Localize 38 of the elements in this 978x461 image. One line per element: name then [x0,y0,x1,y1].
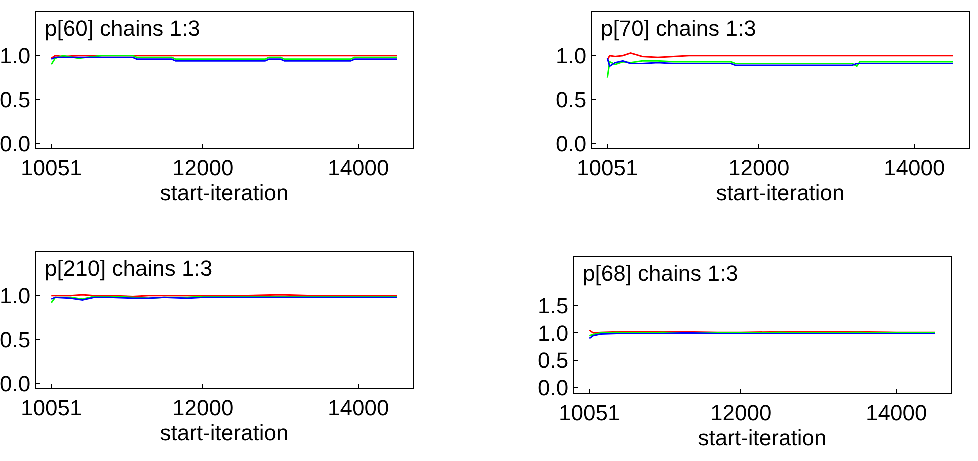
line-series [50,55,398,66]
y-tick-label: 0.0 [0,131,31,156]
x-tick-label: 10051 [577,155,638,180]
line-series [606,52,954,62]
chart-title: p[60] chains 1:3 [45,16,200,41]
y-tick-label: 0.5 [538,348,569,374]
x-tick-label: 14000 [328,155,390,180]
x-tick-label: 12000 [172,155,234,180]
x-tick-label: 10051 [21,155,82,180]
y-tick-label: 0.0 [556,131,587,156]
x-axis-title: start-iteration [716,180,845,206]
line-series [606,58,954,68]
chart-title: p[68] chains 1:3 [583,261,738,286]
x-axis-title: start-iteration [160,180,289,206]
chart-title: p[210] chains 1:3 [45,256,213,281]
x-tick-label: 10051 [559,400,620,426]
y-tick-label: 0.5 [0,327,31,352]
line-series [50,296,398,304]
line-series [606,60,954,79]
y-tick-label: 1.0 [0,284,31,309]
x-tick-label: 12000 [710,400,772,426]
x-tick-label: 10051 [21,395,82,420]
x-tick-label: 14000 [328,395,390,420]
y-tick-label: 0.5 [0,87,31,112]
x-axis-title: start-iteration [698,425,827,450]
x-tick-label: 14000 [866,400,928,426]
y-tick-label: 1.0 [0,44,31,69]
y-tick-label: 0.0 [538,375,569,400]
y-tick-label: 1.0 [538,320,569,346]
y-tick-label: 0.5 [556,87,587,112]
x-tick-label: 12000 [172,395,234,420]
x-tick-label: 12000 [728,155,790,180]
y-tick-label: 0.0 [0,371,31,396]
y-tick-label: 1.0 [556,44,587,69]
x-tick-label: 14000 [884,155,946,180]
x-axis-title: start-iteration [160,420,289,446]
chart-title: p[70] chains 1:3 [601,16,756,41]
y-tick-label: 1.5 [538,294,569,319]
